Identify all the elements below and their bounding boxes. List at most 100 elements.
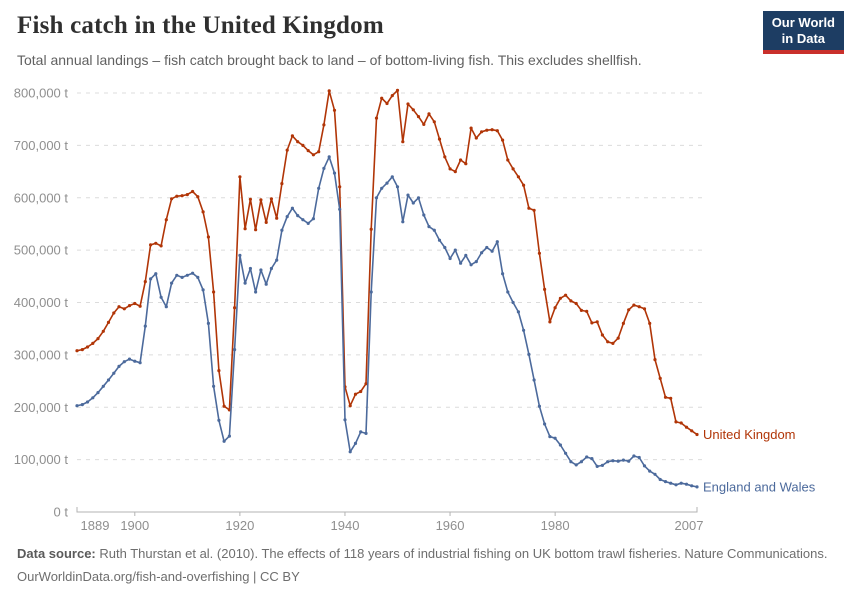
data-point-england-and-wales[interactable] — [317, 186, 321, 190]
data-point-united-kingdom[interactable] — [469, 126, 473, 130]
data-point-england-and-wales[interactable] — [480, 251, 484, 255]
data-point-england-and-wales[interactable] — [332, 171, 337, 175]
data-point-england-and-wales[interactable] — [416, 196, 421, 200]
data-point-united-kingdom[interactable] — [695, 432, 699, 437]
data-point-united-kingdom[interactable] — [306, 149, 310, 153]
data-point-united-kingdom[interactable] — [248, 197, 252, 201]
data-point-united-kingdom[interactable] — [127, 304, 132, 308]
data-point-united-kingdom[interactable] — [243, 227, 247, 231]
data-point-united-kingdom[interactable] — [406, 102, 410, 106]
data-point-united-kingdom[interactable] — [501, 138, 505, 142]
data-point-england-and-wales[interactable] — [327, 155, 331, 159]
data-point-united-kingdom[interactable] — [75, 349, 79, 353]
data-point-england-and-wales[interactable] — [301, 218, 305, 222]
data-point-united-kingdom[interactable] — [91, 341, 95, 345]
data-point-united-kingdom[interactable] — [275, 216, 279, 220]
data-point-united-kingdom[interactable] — [269, 197, 273, 201]
data-point-england-and-wales[interactable] — [269, 266, 273, 271]
data-point-england-and-wales[interactable] — [595, 464, 599, 468]
data-point-england-and-wales[interactable] — [359, 430, 363, 434]
data-point-england-and-wales[interactable] — [579, 460, 584, 464]
data-point-england-and-wales[interactable] — [648, 469, 652, 473]
data-point-england-and-wales[interactable] — [600, 463, 605, 467]
data-point-england-and-wales[interactable] — [469, 263, 473, 267]
data-point-united-kingdom[interactable] — [80, 348, 84, 352]
data-point-england-and-wales[interactable] — [637, 455, 641, 460]
data-point-england-and-wales[interactable] — [185, 273, 189, 277]
data-point-england-and-wales[interactable] — [448, 256, 452, 261]
data-point-united-kingdom[interactable] — [648, 321, 652, 325]
data-point-united-kingdom[interactable] — [154, 241, 158, 245]
data-point-united-kingdom[interactable] — [390, 94, 394, 98]
data-point-united-kingdom[interactable] — [574, 301, 578, 306]
data-point-england-and-wales[interactable] — [642, 464, 647, 468]
data-point-england-and-wales[interactable] — [690, 484, 694, 488]
data-point-england-and-wales[interactable] — [395, 185, 400, 189]
data-point-united-kingdom[interactable] — [490, 128, 494, 132]
data-point-england-and-wales[interactable] — [385, 181, 389, 185]
data-point-united-kingdom[interactable] — [495, 129, 499, 133]
data-point-england-and-wales[interactable] — [490, 249, 494, 253]
data-point-england-and-wales[interactable] — [259, 268, 263, 272]
data-point-united-kingdom[interactable] — [133, 301, 137, 306]
data-point-england-and-wales[interactable] — [285, 215, 289, 219]
data-point-united-kingdom[interactable] — [327, 89, 331, 93]
data-point-england-and-wales[interactable] — [154, 272, 158, 276]
owid-url-link[interactable]: OurWorldinData.org/fish-and-overfishing — [17, 569, 250, 584]
data-point-england-and-wales[interactable] — [459, 261, 463, 265]
data-point-united-kingdom[interactable] — [600, 333, 605, 337]
data-point-england-and-wales[interactable] — [411, 201, 415, 205]
data-point-england-and-wales[interactable] — [170, 281, 174, 285]
data-point-united-kingdom[interactable] — [149, 243, 153, 247]
data-point-england-and-wales[interactable] — [364, 431, 368, 435]
data-point-england-and-wales[interactable] — [616, 459, 620, 463]
data-point-united-kingdom[interactable] — [290, 134, 294, 138]
data-point-united-kingdom[interactable] — [611, 341, 615, 345]
data-point-england-and-wales[interactable] — [453, 248, 457, 252]
data-point-united-kingdom[interactable] — [621, 321, 626, 325]
data-point-england-and-wales[interactable] — [369, 290, 373, 294]
data-point-england-and-wales[interactable] — [684, 482, 689, 486]
data-point-united-kingdom[interactable] — [364, 382, 368, 386]
data-point-england-and-wales[interactable] — [695, 485, 699, 489]
data-point-england-and-wales[interactable] — [380, 186, 384, 190]
data-point-england-and-wales[interactable] — [306, 221, 310, 225]
data-point-england-and-wales[interactable] — [348, 450, 352, 454]
data-point-united-kingdom[interactable] — [684, 425, 689, 429]
data-point-england-and-wales[interactable] — [343, 418, 347, 422]
data-point-united-kingdom[interactable] — [401, 140, 405, 144]
data-point-united-kingdom[interactable] — [212, 290, 216, 294]
data-point-england-and-wales[interactable] — [180, 275, 184, 279]
data-point-england-and-wales[interactable] — [590, 457, 594, 461]
data-point-england-and-wales[interactable] — [543, 422, 547, 426]
data-point-united-kingdom[interactable] — [527, 206, 531, 210]
data-point-united-kingdom[interactable] — [285, 148, 289, 152]
data-point-united-kingdom[interactable] — [427, 112, 431, 116]
data-point-united-kingdom[interactable] — [369, 227, 373, 231]
data-point-united-kingdom[interactable] — [201, 210, 205, 214]
data-point-england-and-wales[interactable] — [143, 324, 147, 328]
data-point-united-kingdom[interactable] — [101, 329, 105, 333]
data-point-united-kingdom[interactable] — [175, 194, 179, 198]
data-point-england-and-wales[interactable] — [206, 321, 210, 325]
data-point-united-kingdom[interactable] — [522, 183, 526, 187]
data-point-united-kingdom[interactable] — [411, 108, 415, 112]
data-point-england-and-wales[interactable] — [217, 418, 221, 422]
data-point-england-and-wales[interactable] — [527, 352, 531, 356]
data-point-england-and-wales[interactable] — [574, 463, 578, 467]
data-point-united-kingdom[interactable] — [663, 395, 668, 399]
data-point-england-and-wales[interactable] — [611, 459, 615, 463]
data-point-united-kingdom[interactable] — [296, 140, 300, 144]
data-point-england-and-wales[interactable] — [122, 360, 126, 364]
data-point-united-kingdom[interactable] — [353, 392, 358, 396]
data-point-england-and-wales[interactable] — [506, 290, 510, 294]
data-point-united-kingdom[interactable] — [532, 208, 536, 212]
data-point-united-kingdom[interactable] — [679, 421, 683, 425]
data-point-england-and-wales[interactable] — [674, 483, 678, 487]
data-point-united-kingdom[interactable] — [658, 376, 662, 380]
data-point-england-and-wales[interactable] — [464, 253, 468, 257]
data-point-united-kingdom[interactable] — [653, 358, 657, 362]
data-point-united-kingdom[interactable] — [138, 304, 142, 308]
data-point-united-kingdom[interactable] — [422, 122, 426, 126]
data-point-united-kingdom[interactable] — [332, 108, 337, 112]
